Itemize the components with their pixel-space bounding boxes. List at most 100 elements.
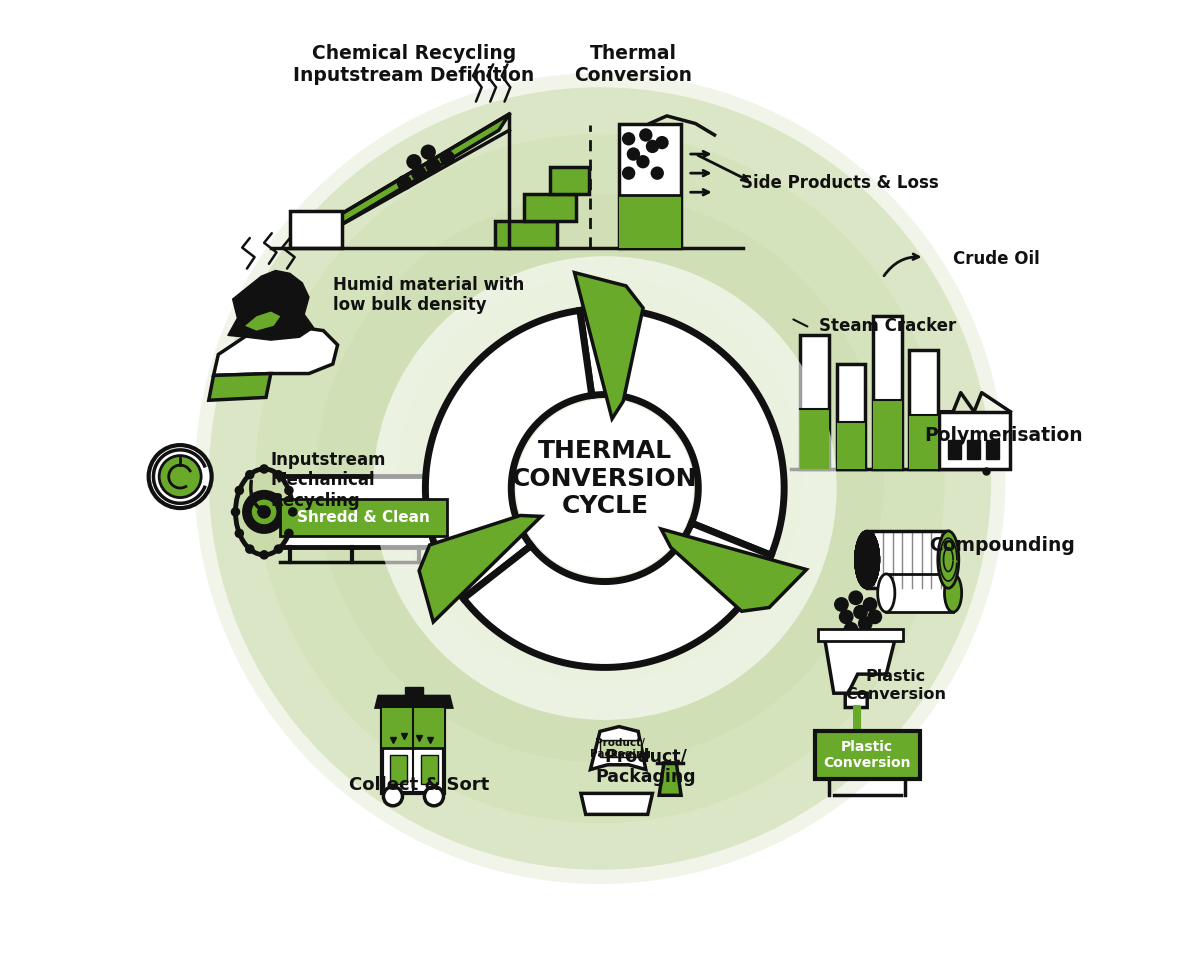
Polygon shape — [580, 309, 784, 555]
Bar — [872, 400, 901, 469]
Bar — [551, 167, 588, 194]
Text: Chemical Recycling
Inputstream Definition: Chemical Recycling Inputstream Definitio… — [293, 44, 534, 85]
Ellipse shape — [937, 531, 959, 589]
Circle shape — [274, 470, 283, 479]
Bar — [383, 707, 444, 793]
Circle shape — [868, 611, 882, 624]
Circle shape — [412, 166, 426, 181]
Circle shape — [244, 491, 286, 533]
Circle shape — [274, 545, 283, 554]
Ellipse shape — [316, 194, 884, 763]
Circle shape — [259, 550, 269, 560]
Polygon shape — [661, 529, 806, 612]
Circle shape — [407, 154, 421, 169]
Circle shape — [284, 528, 294, 538]
Polygon shape — [590, 726, 646, 769]
Ellipse shape — [877, 574, 895, 612]
Bar — [600, 740, 641, 757]
Bar — [967, 440, 979, 459]
Polygon shape — [328, 114, 509, 233]
Circle shape — [230, 507, 240, 517]
Ellipse shape — [856, 531, 880, 589]
Bar — [523, 194, 576, 221]
Bar — [815, 731, 919, 779]
Bar — [421, 755, 438, 784]
Polygon shape — [824, 636, 896, 707]
Polygon shape — [376, 696, 452, 707]
Bar — [986, 440, 998, 459]
Circle shape — [149, 445, 211, 508]
Circle shape — [251, 499, 277, 525]
Circle shape — [854, 606, 868, 619]
Text: Shredd & Clean: Shredd & Clean — [296, 510, 430, 525]
Circle shape — [835, 598, 848, 612]
Text: Product/
Packaging: Product/ Packaging — [595, 747, 696, 787]
Text: Plastic
Conversion: Plastic Conversion — [823, 740, 911, 770]
Ellipse shape — [856, 531, 880, 589]
Bar — [817, 630, 904, 641]
Ellipse shape — [440, 477, 469, 547]
Circle shape — [840, 611, 853, 624]
Circle shape — [234, 485, 244, 495]
Bar — [290, 211, 342, 248]
Bar — [836, 422, 865, 469]
Polygon shape — [245, 312, 281, 330]
Bar — [836, 364, 865, 469]
Circle shape — [640, 128, 653, 142]
Circle shape — [636, 155, 649, 168]
Ellipse shape — [856, 531, 880, 589]
Text: Humid material with
low bulk density: Humid material with low bulk density — [332, 276, 524, 314]
Bar — [619, 195, 682, 248]
Circle shape — [421, 145, 436, 160]
Bar — [938, 412, 1010, 469]
Bar — [281, 500, 448, 536]
Circle shape — [425, 787, 444, 806]
Circle shape — [845, 623, 858, 636]
Circle shape — [258, 506, 270, 518]
Circle shape — [516, 399, 694, 577]
Text: Product/
Packaging: Product/ Packaging — [589, 738, 650, 759]
Circle shape — [397, 175, 412, 190]
Circle shape — [622, 167, 635, 180]
Polygon shape — [425, 310, 592, 598]
Polygon shape — [581, 793, 653, 814]
Bar — [887, 574, 953, 612]
Ellipse shape — [856, 531, 880, 589]
Bar — [383, 707, 444, 747]
Circle shape — [650, 167, 664, 180]
Circle shape — [863, 598, 877, 612]
Bar — [910, 349, 937, 469]
Bar — [390, 755, 407, 784]
Text: Crude Oil: Crude Oil — [953, 250, 1040, 268]
Bar — [872, 316, 901, 469]
Circle shape — [622, 132, 635, 145]
Circle shape — [160, 456, 202, 498]
Circle shape — [288, 507, 298, 517]
Circle shape — [259, 464, 269, 474]
Ellipse shape — [209, 87, 991, 870]
Bar — [619, 123, 682, 248]
Ellipse shape — [944, 574, 961, 612]
Circle shape — [439, 150, 455, 166]
Ellipse shape — [194, 73, 1006, 884]
Circle shape — [284, 485, 294, 495]
Circle shape — [245, 470, 254, 479]
Text: Collect & Sort: Collect & Sort — [348, 776, 488, 794]
Ellipse shape — [856, 531, 880, 589]
Polygon shape — [228, 271, 313, 340]
Circle shape — [383, 787, 402, 806]
Polygon shape — [209, 373, 271, 400]
Polygon shape — [575, 273, 643, 419]
Text: Plastic
Conversion: Plastic Conversion — [845, 669, 947, 701]
Ellipse shape — [856, 531, 880, 589]
Circle shape — [245, 545, 254, 554]
Text: THERMAL
CONVERSION
CYCLE: THERMAL CONVERSION CYCLE — [512, 438, 697, 519]
Ellipse shape — [397, 276, 803, 681]
Text: Polymerisation: Polymerisation — [924, 426, 1084, 445]
Polygon shape — [463, 523, 772, 667]
Text: Compounding: Compounding — [929, 536, 1075, 555]
Circle shape — [626, 147, 640, 161]
Bar — [264, 476, 455, 547]
Ellipse shape — [235, 469, 293, 555]
Bar — [800, 335, 829, 469]
